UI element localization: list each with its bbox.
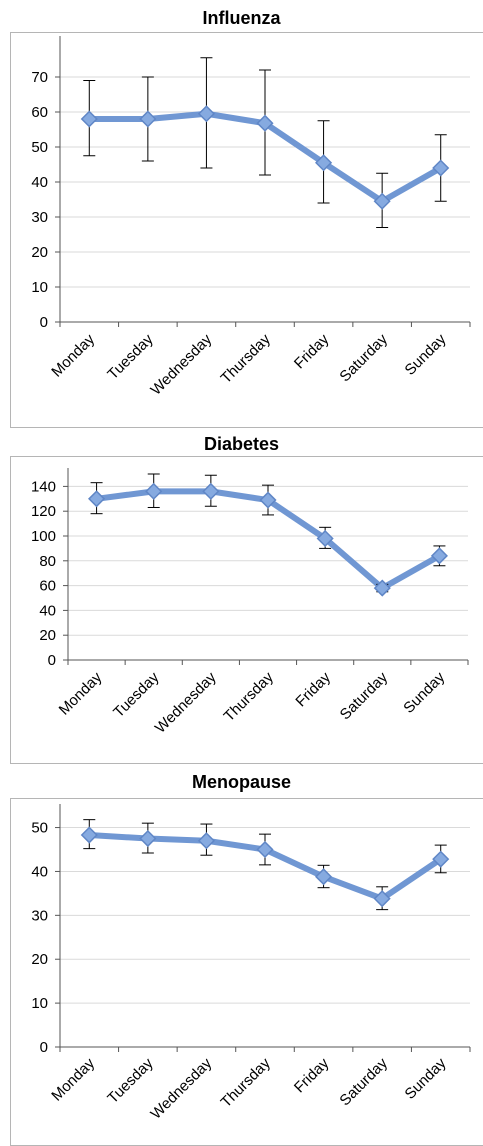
y-tick-label: 0 [40, 314, 48, 331]
data-point [316, 529, 334, 548]
y-tick-label: 100 [31, 528, 56, 545]
x-tick-label: Tuesday [104, 1054, 157, 1107]
y-tick-label: 20 [39, 627, 56, 644]
data-point [197, 832, 215, 850]
x-tick-label: Thursday [218, 1054, 275, 1111]
data-point [80, 110, 98, 128]
data-point [197, 105, 215, 123]
y-tick-label: 70 [31, 69, 48, 86]
y-tick-label: 20 [31, 244, 48, 261]
data-point [373, 579, 391, 597]
x-tick-label: Saturday [336, 1054, 391, 1109]
data-point [256, 840, 274, 859]
y-tick-label: 40 [39, 602, 56, 619]
y-tick-label: 60 [31, 104, 48, 121]
x-tick-label: Sunday [402, 1054, 450, 1102]
y-tick-label: 30 [31, 907, 48, 924]
y-tick-label: 10 [31, 279, 48, 296]
data-point [432, 850, 450, 868]
chart-title-influenza: Influenza [202, 8, 281, 28]
chart-title-diabetes: Diabetes [203, 434, 280, 454]
data-point [373, 192, 391, 210]
y-tick-label: 50 [31, 820, 48, 837]
data-point [80, 826, 98, 844]
data-point [256, 114, 274, 132]
x-tick-label: Wednesday [147, 1054, 215, 1122]
y-tick-label: 10 [31, 995, 48, 1012]
y-tick-label: 50 [31, 139, 48, 156]
y-tick-label: 30 [31, 209, 48, 226]
gridlines [68, 485, 468, 636]
x-tick-label: Friday [291, 1054, 333, 1096]
data-point [373, 890, 391, 908]
y-tick-label: 140 [31, 478, 56, 495]
data-point [88, 490, 106, 508]
y-tick-label: 80 [39, 553, 56, 570]
data-point [202, 482, 220, 500]
data-point [139, 110, 157, 128]
data-point [432, 159, 450, 177]
y-tick-label: 0 [48, 652, 56, 669]
data-point [139, 829, 157, 848]
y-tick-label: 40 [31, 863, 48, 880]
y-tick-label: 0 [40, 1039, 48, 1056]
data-point [430, 547, 448, 565]
data-point [145, 482, 163, 500]
data-point [259, 491, 277, 509]
gridlines [60, 827, 470, 1004]
data-point [315, 154, 333, 172]
x-tick-label: Monday [48, 1054, 98, 1104]
y-tick-label: 60 [39, 578, 56, 595]
chart-title-menopause: Menopause [191, 772, 292, 792]
y-tick-label: 20 [31, 951, 48, 968]
data-point [315, 868, 333, 886]
chart-frame-menopause [10, 798, 483, 1146]
y-tick-label: 120 [31, 503, 56, 520]
y-tick-label: 40 [31, 174, 48, 191]
